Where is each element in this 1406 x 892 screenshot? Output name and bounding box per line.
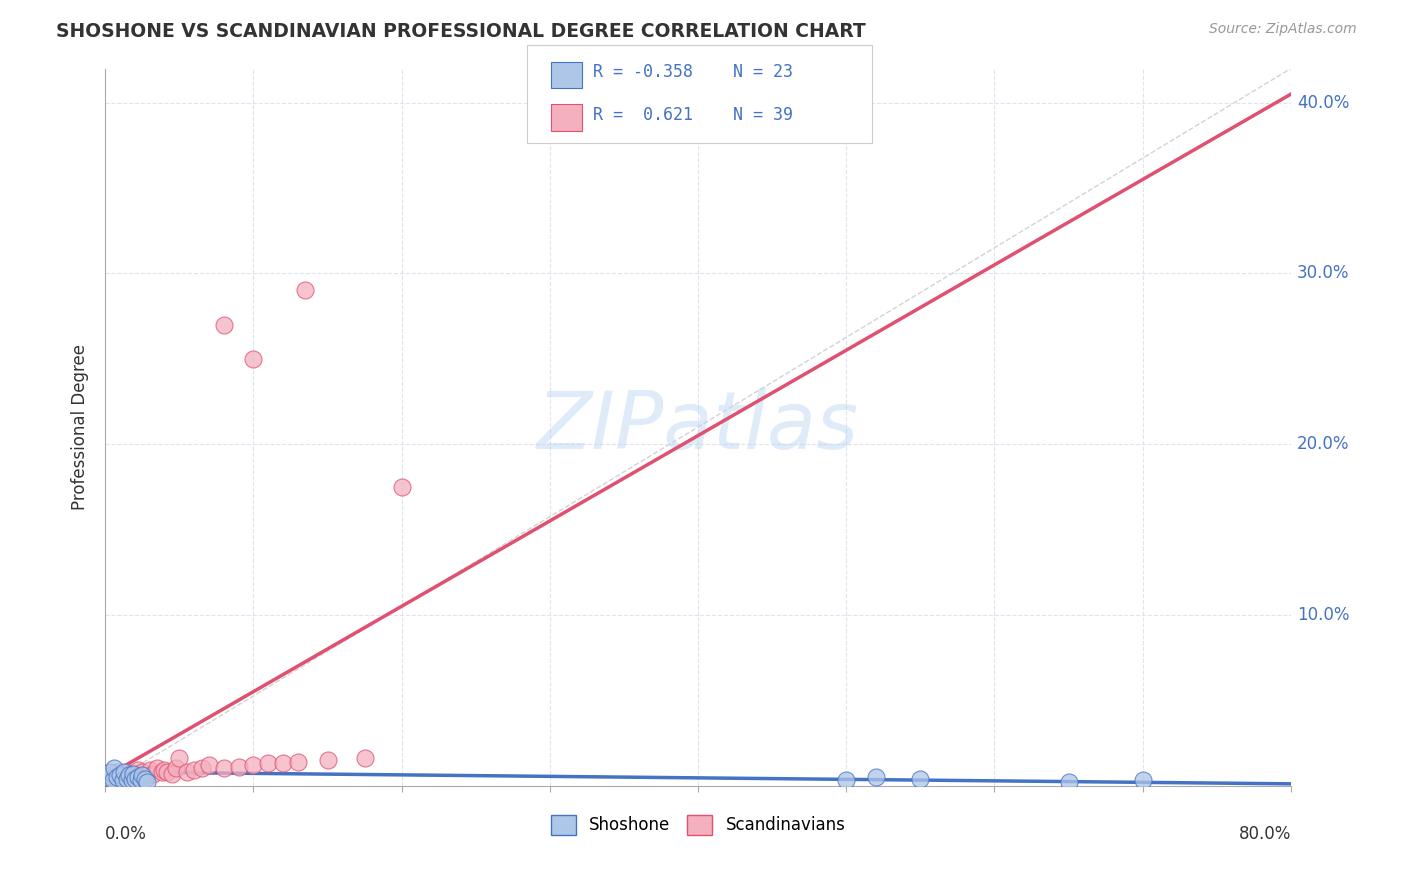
Point xyxy=(114,764,136,779)
Point xyxy=(121,773,143,788)
Point xyxy=(176,764,198,779)
Point xyxy=(294,284,316,298)
Point xyxy=(117,764,139,779)
Point xyxy=(1132,773,1154,788)
Point xyxy=(1057,775,1080,789)
Point xyxy=(212,318,235,332)
Point xyxy=(108,768,131,782)
Point xyxy=(103,762,125,776)
Point xyxy=(101,773,124,788)
Point xyxy=(98,764,121,779)
Point xyxy=(131,764,153,779)
Text: R =  0.621    N = 39: R = 0.621 N = 39 xyxy=(593,106,793,124)
Point xyxy=(98,768,121,782)
Point xyxy=(212,762,235,776)
Point xyxy=(228,760,250,774)
Point xyxy=(111,768,134,782)
Point xyxy=(835,773,858,788)
Point xyxy=(316,753,339,767)
Text: 20.0%: 20.0% xyxy=(1296,435,1350,453)
Point xyxy=(865,770,887,784)
Point xyxy=(134,772,156,786)
Point xyxy=(131,768,153,782)
Point xyxy=(121,768,143,782)
Point xyxy=(127,763,149,777)
Point xyxy=(117,772,139,786)
Point xyxy=(138,763,160,777)
Point xyxy=(165,762,187,776)
Point xyxy=(94,770,117,784)
Point xyxy=(108,766,131,780)
Point xyxy=(111,773,134,788)
Point xyxy=(134,768,156,782)
Point xyxy=(190,762,212,776)
Text: 10.0%: 10.0% xyxy=(1296,606,1350,624)
Point xyxy=(198,758,221,772)
Point xyxy=(156,764,179,779)
Point xyxy=(153,763,176,777)
Point xyxy=(257,756,280,771)
Text: SHOSHONE VS SCANDINAVIAN PROFESSIONAL DEGREE CORRELATION CHART: SHOSHONE VS SCANDINAVIAN PROFESSIONAL DE… xyxy=(56,22,866,41)
Point xyxy=(242,351,264,366)
Text: 40.0%: 40.0% xyxy=(1296,94,1350,112)
Point xyxy=(105,770,128,784)
Text: R = -0.358    N = 23: R = -0.358 N = 23 xyxy=(593,63,793,81)
Text: ZIPatlas: ZIPatlas xyxy=(537,388,859,466)
Point xyxy=(271,756,294,771)
Point xyxy=(101,770,124,784)
Point xyxy=(124,766,146,780)
Point xyxy=(910,772,932,786)
Point xyxy=(118,768,141,782)
Point xyxy=(114,770,136,784)
Point xyxy=(127,770,149,784)
Point xyxy=(287,755,309,769)
Point xyxy=(105,764,128,779)
Point xyxy=(160,766,183,780)
Point xyxy=(150,764,173,779)
Point xyxy=(183,763,205,777)
Text: Source: ZipAtlas.com: Source: ZipAtlas.com xyxy=(1209,22,1357,37)
Point xyxy=(242,758,264,772)
Text: 80.0%: 80.0% xyxy=(1239,825,1291,843)
Text: 0.0%: 0.0% xyxy=(105,825,148,843)
Text: 30.0%: 30.0% xyxy=(1296,264,1350,283)
Point xyxy=(391,480,413,494)
Point xyxy=(129,773,152,788)
Point xyxy=(122,766,145,780)
Point xyxy=(142,766,165,780)
Point xyxy=(118,766,141,780)
Point xyxy=(94,770,117,784)
Legend: Shoshone, Scandinavians: Shoshone, Scandinavians xyxy=(544,808,852,842)
Point xyxy=(146,762,169,776)
Y-axis label: Professional Degree: Professional Degree xyxy=(72,344,89,510)
Point xyxy=(169,751,191,765)
Point xyxy=(124,772,146,786)
Point xyxy=(353,751,375,765)
Point xyxy=(135,775,157,789)
